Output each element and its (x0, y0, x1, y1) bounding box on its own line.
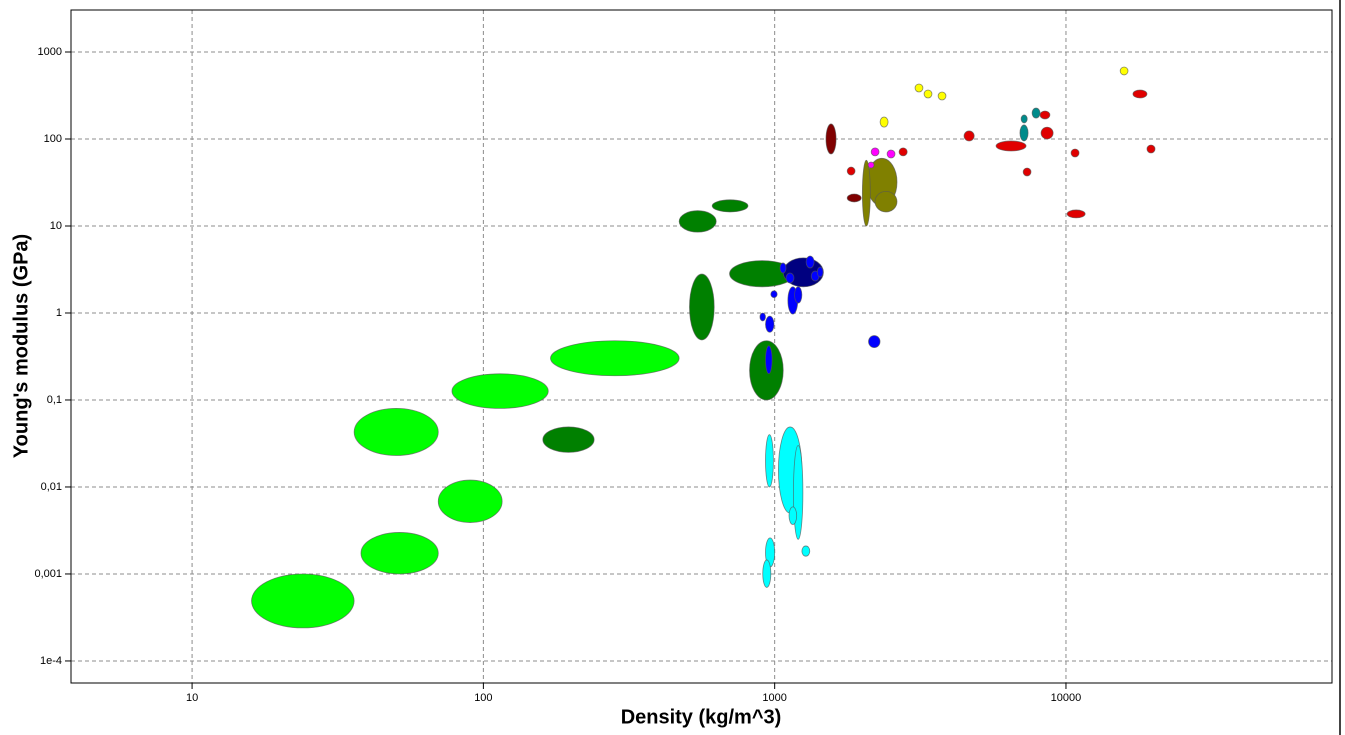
material-ellipse (870, 147, 880, 157)
material-ellipse (765, 345, 773, 375)
material-ellipse (794, 286, 803, 304)
material-ellipse (879, 116, 889, 128)
material-ellipse (867, 161, 875, 169)
material-ellipse (793, 445, 804, 540)
material-ellipse (963, 130, 975, 142)
y-tick-label: 1e-4 (40, 655, 62, 667)
material-ellipse (1020, 114, 1028, 124)
plot-area (251, 66, 1156, 629)
y-tick-label: 10 (50, 220, 62, 232)
material-ellipse (868, 335, 881, 349)
material-ellipse (360, 532, 439, 575)
x-tick-label: 1000 (762, 692, 786, 704)
material-ellipse (1022, 167, 1032, 177)
grid (71, 10, 1332, 683)
material-ellipse (801, 545, 811, 557)
y-tick-label: 1 (56, 307, 62, 319)
material-ellipse (678, 210, 717, 233)
y-tick-label: 100 (44, 133, 62, 145)
material-ellipse (251, 573, 355, 629)
material-ellipse (788, 506, 798, 525)
x-tick-label: 10 (186, 692, 198, 704)
plot-frame (70, 9, 1333, 684)
material-ellipse (785, 272, 795, 284)
y-tick-label: 1000 (38, 46, 62, 58)
material-ellipse (825, 123, 837, 155)
x-tick-label: 10000 (1051, 692, 1082, 704)
material-ellipse (937, 91, 947, 101)
material-ellipse (779, 262, 787, 274)
material-ellipse (762, 559, 772, 588)
material-ellipse (689, 273, 715, 341)
y-tick-label: 0,1 (47, 394, 62, 406)
material-ellipse (451, 373, 549, 409)
material-ellipse (765, 434, 774, 488)
x-axis-title: Density (kg/m^3) (621, 706, 782, 728)
y-tick-label: 0,001 (34, 568, 62, 580)
material-ellipse (846, 193, 862, 203)
x-tick-label: 100 (474, 692, 492, 704)
material-ellipse (765, 315, 775, 333)
material-ellipse (995, 140, 1027, 152)
material-ellipse (923, 89, 933, 99)
material-ellipse (1040, 126, 1054, 140)
material-ellipse (1066, 209, 1086, 219)
material-ellipse (550, 340, 680, 377)
material-ellipse (914, 83, 924, 93)
material-ellipse (437, 479, 503, 523)
material-ellipse (805, 255, 815, 269)
material-ellipse (542, 426, 595, 453)
material-ellipse (886, 149, 896, 159)
material-ellipse (1119, 66, 1129, 76)
material-ellipse (759, 312, 766, 322)
material-ellipse (861, 159, 871, 227)
y-tick-label: 0,01 (41, 481, 62, 493)
material-ellipse (1070, 148, 1080, 158)
y-axis-title: Young's modulus (GPa) (10, 234, 32, 458)
material-ellipse (711, 199, 749, 213)
material-ellipse (816, 266, 824, 278)
material-ellipse (1132, 89, 1148, 99)
material-ellipse (770, 290, 778, 299)
material-ellipse (1031, 107, 1041, 119)
material-ellipse (846, 166, 856, 176)
material-ellipse (1039, 110, 1051, 120)
material-ellipse (1019, 124, 1029, 142)
material-ellipse (874, 190, 898, 213)
material-ellipse (1146, 144, 1156, 154)
material-ellipse (898, 147, 908, 157)
material-ellipse (353, 408, 439, 456)
